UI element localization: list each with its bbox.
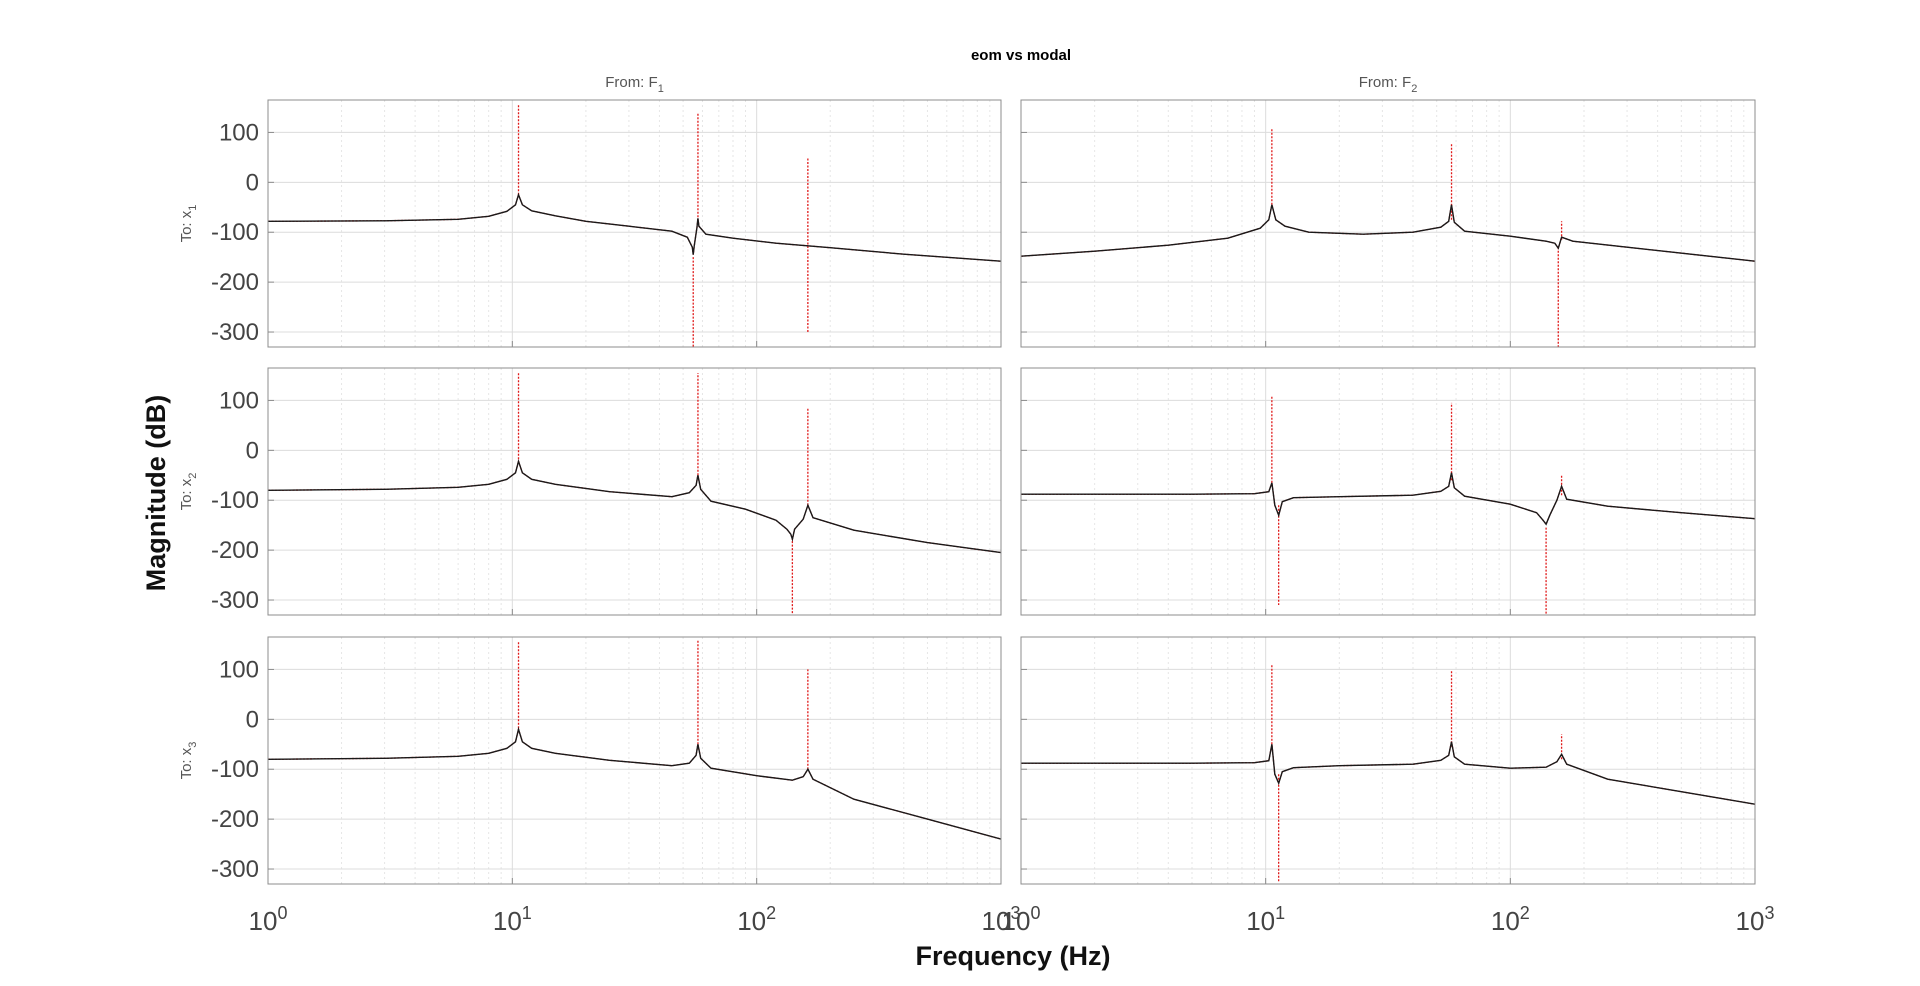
- row-header-1: To: x1: [178, 205, 199, 243]
- panel-r2-c2: [1020, 367, 1756, 616]
- eom-curve: [1021, 472, 1755, 526]
- modal-curve: [268, 192, 1001, 262]
- y-tick-label: -300: [211, 319, 259, 346]
- axes-box: [1020, 367, 1756, 616]
- panel-r1-c2: [1020, 99, 1756, 348]
- panel-plot-area: [1021, 396, 1755, 615]
- panel-r3-c2: [1020, 636, 1756, 885]
- row-header-3: To: x3: [178, 742, 199, 780]
- column-headers: From: F1 From: F2: [605, 74, 1417, 95]
- panel-r2-c1: 100 0 -100 -200 -300: [211, 367, 1002, 616]
- column-header-1: From: F1: [605, 74, 664, 95]
- x-tick-label: 101: [493, 903, 532, 936]
- panels-group: 100 0 -100 -200 -300 100 0 -100 -200 -300 100 0 -100…: [211, 99, 1756, 885]
- panel-r1-c1: 100 0 -100 -200 -300: [211, 99, 1002, 348]
- y-tick-label: -200: [211, 537, 259, 564]
- x-tick-label: 100: [249, 903, 288, 936]
- y-tick-label: 100: [219, 119, 259, 146]
- eom-curve: [268, 726, 1001, 840]
- y-tick-label: -200: [211, 806, 259, 833]
- eom-curve: [268, 192, 1001, 262]
- panel-plot-area: [268, 639, 1001, 840]
- y-tick-label: 100: [219, 387, 259, 414]
- eom-curve: [1021, 204, 1755, 262]
- y-tick-label: 100: [219, 656, 259, 683]
- y-tick-label: 0: [246, 169, 259, 196]
- modal-curve: [268, 726, 1001, 840]
- y-tick-label: -200: [211, 269, 259, 296]
- axes-box: [1020, 636, 1756, 885]
- x-axis-label: Frequency (Hz): [915, 941, 1110, 971]
- y-tick-label: -300: [211, 856, 259, 883]
- modal-curve: [1021, 741, 1755, 805]
- column-header-2: From: F2: [1359, 74, 1418, 95]
- x-tick-label: 100: [1002, 903, 1041, 936]
- chart-title: eom vs modal: [971, 47, 1071, 64]
- x-tick-label: 103: [1736, 903, 1775, 936]
- axes-box: [1020, 99, 1756, 348]
- axes-box: [267, 367, 1002, 616]
- y-tick-label: 0: [246, 437, 259, 464]
- x-tick-label: 101: [1246, 903, 1285, 936]
- panel-plot-area: [268, 372, 1001, 615]
- row-headers: To: x1 To: x2 To: x3: [178, 205, 199, 780]
- y-tick-label: -100: [211, 756, 259, 783]
- panel-plot-area: [268, 104, 1001, 347]
- y-tick-label: 0: [246, 706, 259, 733]
- x-tick-label: 103: [982, 903, 1021, 936]
- x-tick-label: 102: [737, 903, 776, 936]
- modal-curve: [1021, 472, 1755, 526]
- eom-curve: [1021, 741, 1755, 805]
- axes-box: [267, 99, 1002, 348]
- eom-curve: [268, 458, 1001, 554]
- x-tick-label: 102: [1491, 903, 1530, 936]
- panel-plot-area: [1021, 664, 1755, 882]
- panel-plot-area: [1021, 128, 1755, 347]
- row-header-2: To: x2: [178, 473, 199, 511]
- y-tick-label: -100: [211, 219, 259, 246]
- y-axis-label: Magnitude (dB): [141, 395, 171, 591]
- y-tick-label: -100: [211, 487, 259, 514]
- y-tick-label: -300: [211, 587, 259, 614]
- modal-curve: [268, 459, 1001, 554]
- panel-r3-c1: 100 0 -100 -200 -300: [211, 636, 1002, 885]
- axes-box: [267, 636, 1002, 885]
